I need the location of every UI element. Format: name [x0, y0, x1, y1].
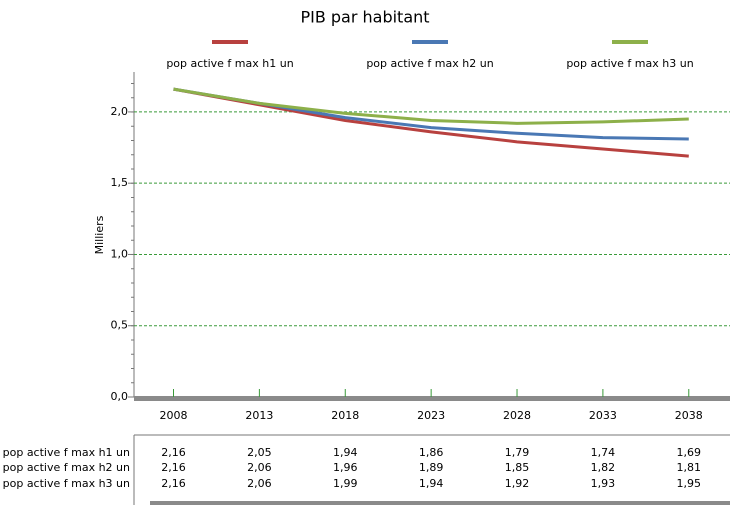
x-tick-label: 2013	[245, 409, 273, 422]
table-row-label: pop active f max h1 un	[3, 446, 130, 459]
table-cell: 1,99	[333, 477, 358, 490]
x-tick-label: 2038	[675, 409, 703, 422]
y-tick-label: 1,5	[111, 176, 129, 189]
y-axis-label: Milliers	[93, 215, 106, 254]
table-cell: 1,93	[591, 477, 616, 490]
table-cell: 1,92	[505, 477, 530, 490]
x-tick-label: 2028	[503, 409, 531, 422]
x-axis	[134, 396, 730, 401]
table-bottom-bar	[150, 501, 730, 505]
table-cell: 1,82	[591, 461, 616, 474]
table-cell: 2,16	[161, 446, 186, 459]
series-line	[173, 87, 689, 125]
table-cell: 1,69	[677, 446, 702, 459]
table-row-label: pop active f max h3 un	[3, 477, 130, 490]
legend-label: pop active f max h3 un	[566, 57, 693, 70]
x-tick-label: 2018	[331, 409, 359, 422]
table-cell: 1,81	[677, 461, 702, 474]
table-cell: 1,79	[505, 446, 530, 459]
table-cell: 2,05	[247, 446, 272, 459]
table-cell: 2,16	[161, 477, 186, 490]
x-tick-label: 2008	[160, 409, 188, 422]
chart-title: PIB par habitant	[300, 8, 429, 27]
legend-label: pop active f max h2 un	[366, 57, 493, 70]
table-cell: 1,94	[333, 446, 358, 459]
table-cell: 1,85	[505, 461, 530, 474]
table-row-label: pop active f max h2 un	[3, 461, 130, 474]
y-tick-label: 0,0	[111, 390, 129, 403]
table-cell: 1,94	[419, 477, 444, 490]
y-tick-label: 0,5	[111, 319, 129, 332]
legend-label: pop active f max h1 un	[166, 57, 293, 70]
table-cell: 1,96	[333, 461, 358, 474]
y-tick-label: 1,0	[111, 247, 129, 260]
table-cell: 1,74	[591, 446, 616, 459]
y-tick-label: 2,0	[111, 105, 129, 118]
table-cell: 2,16	[161, 461, 186, 474]
table-cell: 2,06	[247, 477, 272, 490]
table-cell: 1,86	[419, 446, 444, 459]
table-cell: 1,95	[677, 477, 702, 490]
x-tick-label: 2033	[589, 409, 617, 422]
x-tick-label: 2023	[417, 409, 445, 422]
table-cell: 2,06	[247, 461, 272, 474]
table-cell: 1,89	[419, 461, 444, 474]
